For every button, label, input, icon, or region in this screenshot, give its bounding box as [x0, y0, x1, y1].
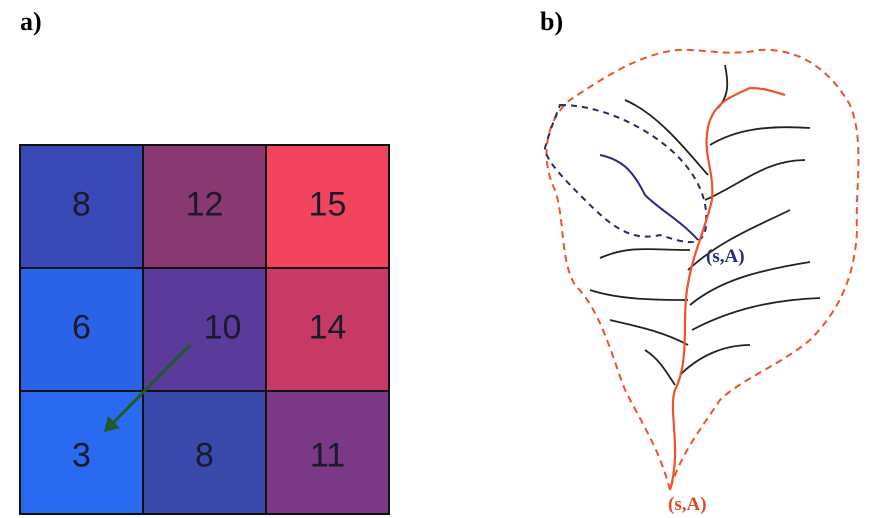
cell-value: 8 [72, 185, 91, 223]
watershed [545, 50, 858, 490]
main-stream [670, 88, 785, 490]
outlet-label: (s,A) [668, 494, 707, 515]
sub-outlet-label: (s,A) [706, 246, 745, 267]
sub-stream [600, 155, 698, 240]
cell-value: 12 [186, 185, 224, 223]
basin-boundary [547, 50, 859, 490]
panel-label: a) [20, 7, 42, 36]
cell-value: 15 [309, 185, 347, 223]
cell-value: 3 [72, 436, 91, 474]
cell-value: 11 [310, 436, 345, 474]
elevation-grid: 8 12 15 6 10 14 3 8 11 [20, 145, 389, 514]
panel-label: b) [540, 7, 563, 36]
cell-value: 8 [195, 436, 214, 474]
sub-basin-boundary [545, 105, 706, 242]
cell-value: 10 [204, 308, 242, 346]
figure: a) b) 8 12 15 6 10 14 3 8 11 (s,A) (s,A) [0, 0, 871, 518]
cell-value: 14 [309, 308, 347, 346]
cell-value: 6 [72, 308, 91, 346]
